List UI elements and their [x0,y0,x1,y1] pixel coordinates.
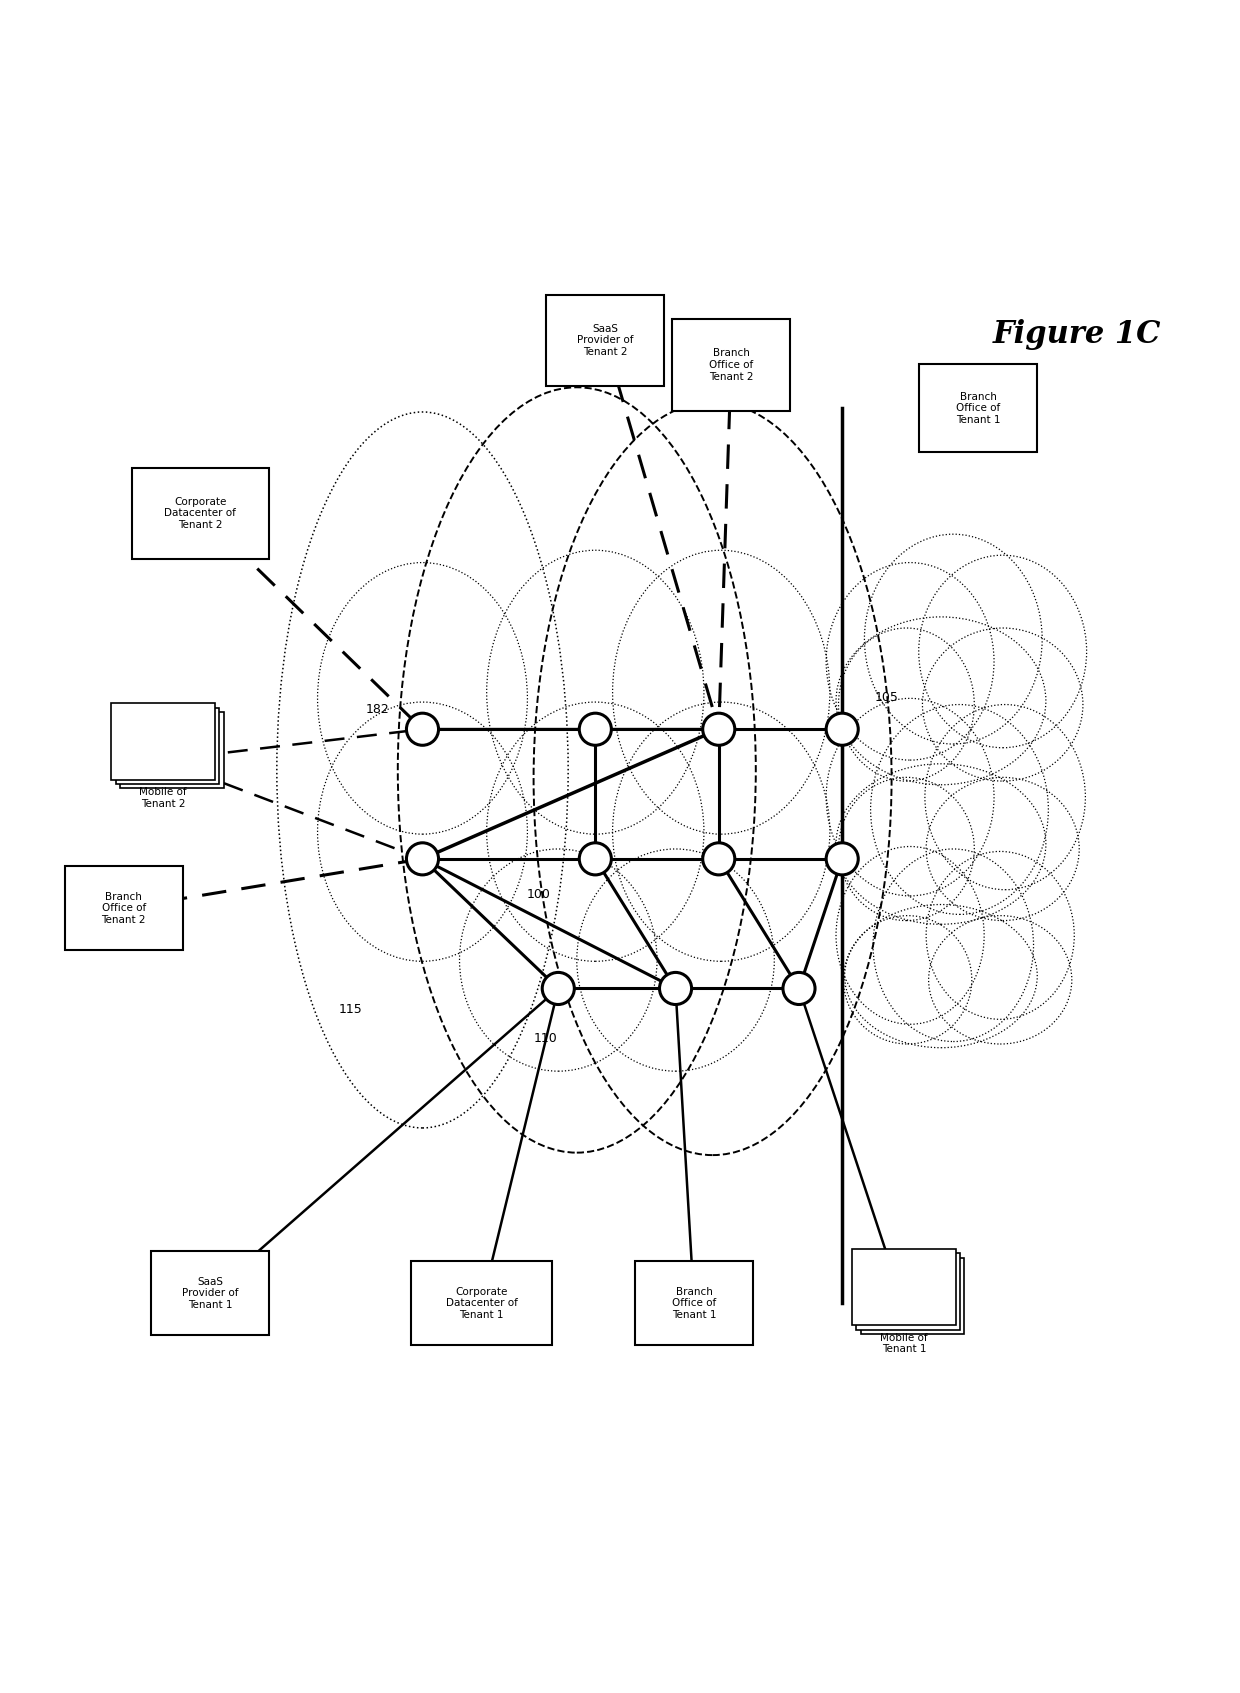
Text: Branch
Office of
Tenant 1: Branch Office of Tenant 1 [956,391,1001,425]
FancyBboxPatch shape [412,1261,552,1346]
Circle shape [579,713,611,745]
Circle shape [703,713,735,745]
FancyBboxPatch shape [919,364,1037,452]
FancyBboxPatch shape [131,467,269,559]
Text: Corporate
Datacenter of
Tenant 1: Corporate Datacenter of Tenant 1 [446,1287,517,1321]
Circle shape [703,843,735,875]
Text: SaaS
Provider of
Tenant 1: SaaS Provider of Tenant 1 [182,1277,238,1310]
Text: Branch
Office of
Tenant 2: Branch Office of Tenant 2 [709,349,754,381]
FancyBboxPatch shape [852,1249,956,1326]
Circle shape [826,843,858,875]
FancyBboxPatch shape [151,1251,269,1336]
Text: 100: 100 [526,889,551,901]
Text: 110: 110 [533,1031,557,1045]
Text: Mobile of
Tenant 2: Mobile of Tenant 2 [139,787,187,809]
Text: SaaS
Provider of
Tenant 2: SaaS Provider of Tenant 2 [577,323,634,357]
Circle shape [407,713,439,745]
FancyBboxPatch shape [546,295,665,386]
FancyBboxPatch shape [857,1253,960,1329]
Circle shape [782,972,815,1004]
Text: Branch
Office of
Tenant 2: Branch Office of Tenant 2 [102,892,146,924]
Text: Branch
Office of
Tenant 1: Branch Office of Tenant 1 [672,1287,717,1321]
Circle shape [579,843,611,875]
FancyBboxPatch shape [672,320,790,411]
FancyBboxPatch shape [64,867,184,950]
Text: 182: 182 [366,703,389,716]
Text: Figure 1C: Figure 1C [992,318,1161,350]
Circle shape [660,972,692,1004]
Circle shape [407,843,439,875]
Circle shape [826,713,858,745]
FancyBboxPatch shape [112,703,215,780]
Circle shape [542,972,574,1004]
FancyBboxPatch shape [120,713,223,789]
Text: 105: 105 [874,691,898,704]
FancyBboxPatch shape [115,708,219,784]
Text: Mobile of
Tenant 1: Mobile of Tenant 1 [880,1332,928,1354]
FancyBboxPatch shape [861,1258,965,1334]
FancyBboxPatch shape [635,1261,754,1346]
Text: Corporate
Datacenter of
Tenant 2: Corporate Datacenter of Tenant 2 [165,496,237,530]
Text: 115: 115 [339,1004,362,1016]
